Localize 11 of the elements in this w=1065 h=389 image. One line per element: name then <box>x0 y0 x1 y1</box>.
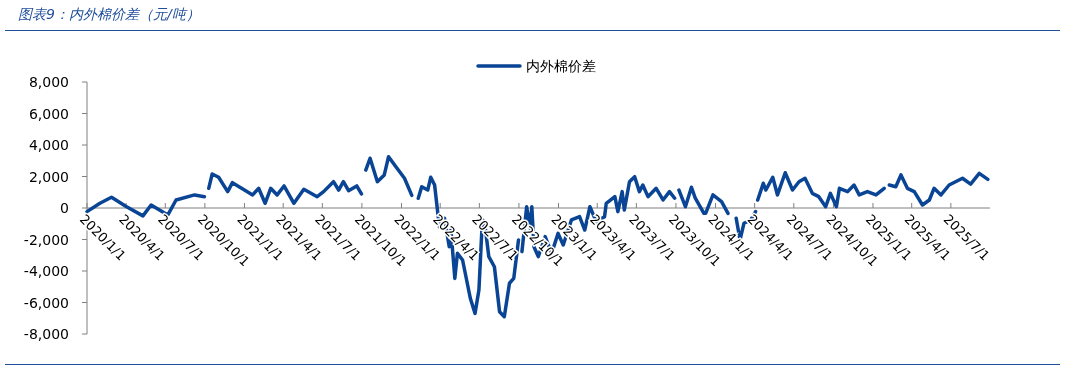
y-tick-label: -8,000 <box>23 326 69 342</box>
chart-title: 图表9：内外棉价差（元/吨） <box>18 6 200 22</box>
y-tick-label: 4,000 <box>28 137 69 153</box>
legend-label: 内外棉价差 <box>526 58 596 74</box>
y-tick-label: -4,000 <box>23 263 69 279</box>
y-tick-label: 0 <box>60 200 69 216</box>
y-tick-label: 6,000 <box>28 105 69 122</box>
y-tick-label: -2,000 <box>23 231 69 248</box>
y-tick-label: 8,000 <box>28 74 69 90</box>
y-tick-label: 2,000 <box>28 168 69 185</box>
y-tick-label: -6,000 <box>23 294 69 311</box>
